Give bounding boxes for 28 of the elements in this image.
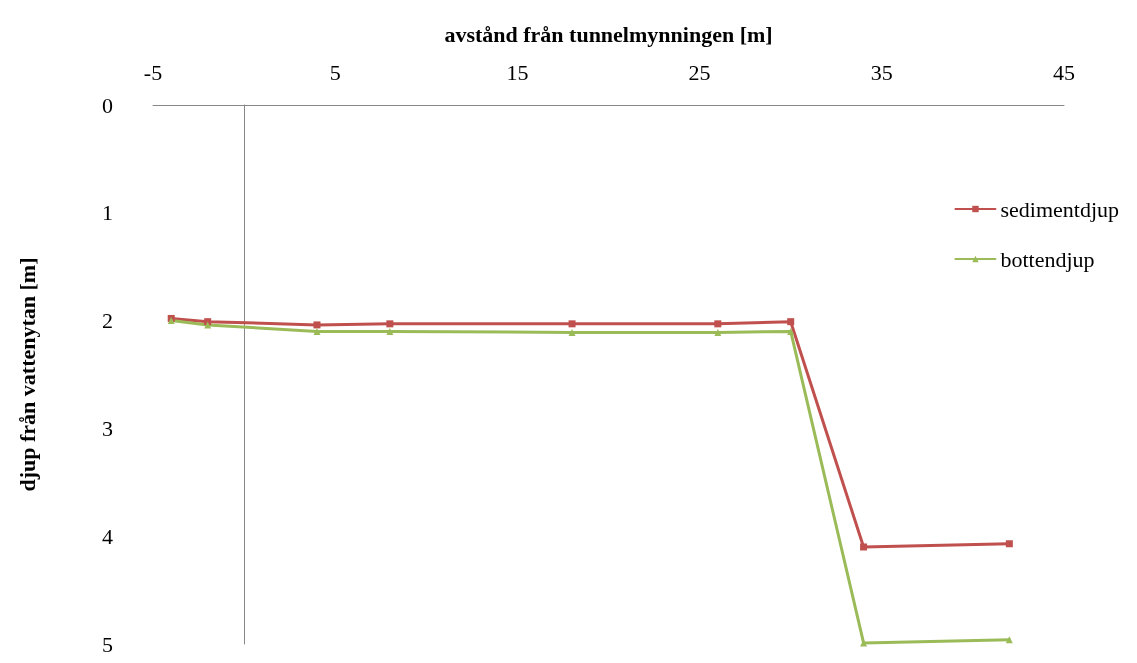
y-tick-label: 2 [102, 308, 113, 334]
y-tick-label: 5 [102, 631, 113, 657]
legend-label: sedimentdjup [1000, 196, 1120, 222]
point [386, 327, 394, 335]
point [714, 328, 722, 336]
x-tick-label: -5 [143, 59, 163, 85]
point [386, 320, 394, 328]
point [1005, 540, 1013, 548]
point [860, 543, 868, 551]
point [787, 327, 795, 335]
y-tick-label: 0 [102, 92, 113, 118]
legend-label: bottendjup [1000, 246, 1095, 272]
x-tick-label: 25 [688, 59, 711, 85]
y-axis-title: djup från vattenytan [m] [14, 257, 40, 492]
x-tick-label: 15 [506, 59, 529, 85]
point [568, 328, 576, 336]
y-tick-label: 4 [102, 523, 113, 549]
point [568, 320, 576, 328]
y-tick-label: 3 [102, 415, 113, 441]
point [787, 318, 795, 326]
x-axis-title: avstånd från tunnelmynningen [m] [444, 21, 773, 47]
x-tick-label: 5 [329, 59, 341, 85]
x-tick-label: 35 [870, 59, 893, 85]
y-tick-label: 1 [102, 200, 113, 226]
point [714, 320, 722, 328]
point [313, 327, 321, 335]
point [313, 321, 321, 329]
x-tick-label: 45 [1053, 59, 1075, 85]
